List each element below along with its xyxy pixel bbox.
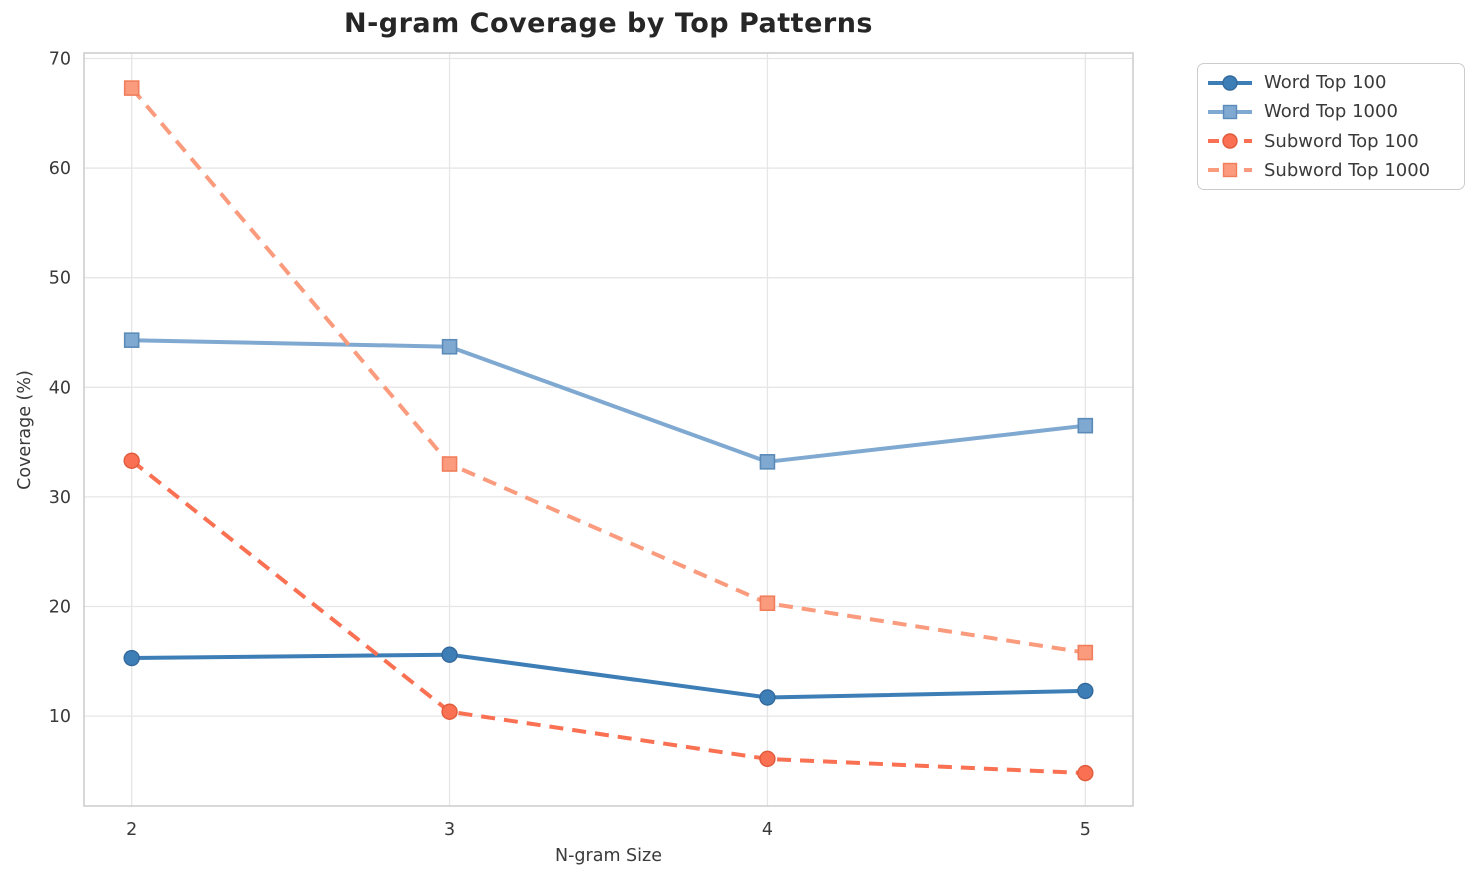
series-line-1	[131, 652, 1086, 700]
series-line-2	[131, 338, 1086, 464]
y-tick-label: 20	[49, 598, 71, 618]
data-point-marker	[123, 452, 140, 469]
y-tick-label: 30	[49, 488, 71, 508]
y-tick-label: 60	[49, 159, 71, 179]
x-tick-label: 4	[762, 820, 773, 840]
series-line-3	[130, 459, 1086, 776]
legend-sample-marker	[1222, 74, 1238, 91]
y-axis-label: Coverage (%)	[15, 370, 35, 490]
legend-line-sample	[1208, 163, 1252, 178]
data-point-marker	[759, 689, 776, 706]
legend-item-label: Word Top 1000	[1264, 101, 1398, 123]
data-point-marker	[1077, 764, 1094, 782]
y-tick-label: 70	[49, 49, 71, 69]
legend-item: Subword Top 100	[1206, 127, 1456, 156]
y-tick-label: 40	[49, 378, 71, 398]
data-point-marker	[441, 338, 458, 355]
y-tick-label: 10	[49, 707, 71, 727]
legend-item-label: Word Top 100	[1264, 72, 1387, 94]
data-point-marker	[1077, 644, 1094, 661]
axes-spines	[83, 52, 1134, 807]
data-point-marker	[759, 750, 776, 768]
data-point-marker	[123, 332, 140, 348]
legend-sample-marker	[1222, 133, 1238, 149]
data-point-marker	[759, 595, 776, 612]
x-tick-label: 5	[1080, 820, 1091, 840]
y-tick-label: 50	[49, 269, 71, 289]
legend: Word Top 100 Word Top 1000 Subword Top 100…	[1197, 63, 1465, 190]
data-point-marker	[1077, 417, 1094, 434]
data-point-marker	[123, 80, 140, 96]
legend-item: Subword Top 1000	[1206, 156, 1456, 185]
x-axis-label: N-gram Size	[555, 846, 662, 866]
data-point-marker	[123, 649, 140, 667]
x-tick-label: 2	[126, 820, 137, 840]
data-point-marker	[441, 646, 458, 663]
data-point-marker	[1077, 682, 1094, 700]
data-point-marker	[759, 454, 776, 470]
legend-item: Word Top 1000	[1206, 97, 1456, 126]
legend-line-sample	[1208, 74, 1252, 91]
data-point-marker	[441, 456, 458, 472]
data-point-marker	[441, 703, 458, 720]
legend-item: Word Top 100	[1206, 68, 1456, 97]
legend-item-label: Subword Top 100	[1264, 130, 1419, 152]
legend-sample-marker	[1222, 104, 1238, 120]
legend-line-sample	[1208, 104, 1252, 120]
legend-item-label: Subword Top 1000	[1264, 159, 1431, 181]
legend-line-sample	[1208, 133, 1252, 149]
x-tick-label: 3	[444, 820, 455, 840]
legend-sample-marker	[1222, 163, 1238, 178]
series-line-4	[130, 86, 1086, 655]
chart-title: N-gram Coverage by Top Patterns	[343, 8, 873, 39]
